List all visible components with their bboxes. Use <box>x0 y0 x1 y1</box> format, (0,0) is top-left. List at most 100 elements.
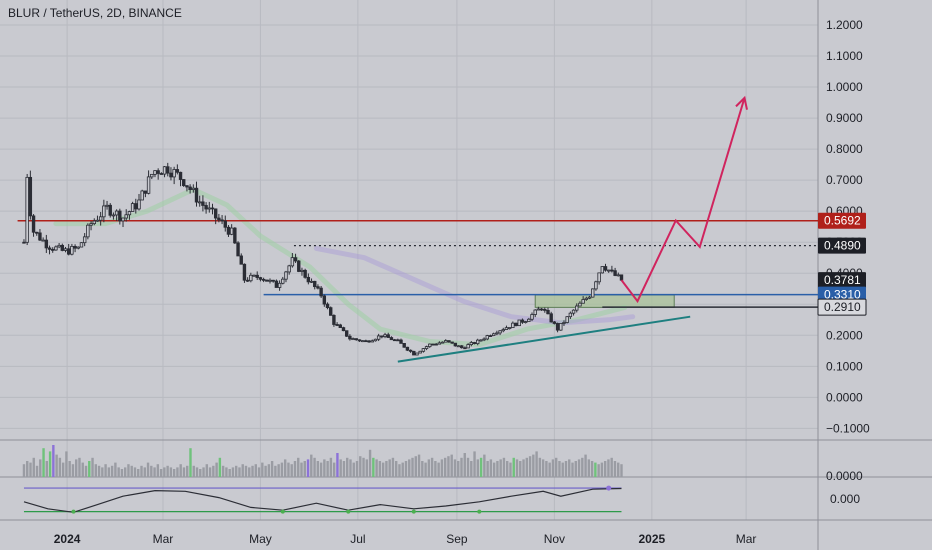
volume-bar <box>411 457 414 477</box>
time-tick-label: 2025 <box>638 532 665 546</box>
volume-bar <box>349 459 352 477</box>
candle-down <box>335 324 339 326</box>
volume-bar <box>29 462 32 477</box>
candle-down <box>255 274 259 278</box>
volume-bar <box>581 457 584 477</box>
candle-down <box>293 257 298 262</box>
volume-bar <box>509 462 512 477</box>
volume-bar <box>283 459 287 477</box>
candle-up <box>63 248 68 251</box>
moving-averages <box>53 186 636 348</box>
oscillator-signal-dot <box>346 509 351 514</box>
oscillator-pane <box>23 485 622 514</box>
volume-bar <box>502 457 506 477</box>
candle-down <box>35 231 39 234</box>
price-tick-label: 0.8000 <box>826 142 863 156</box>
volume-bar <box>137 469 140 477</box>
candle-down <box>51 248 55 251</box>
grid-lines <box>0 0 818 520</box>
candle-up <box>428 343 432 347</box>
projection-line <box>620 97 746 304</box>
volume-bar <box>342 461 346 477</box>
candle-down <box>463 347 467 350</box>
volume-bar <box>479 457 483 477</box>
price-level-badge-label: 0.3310 <box>824 288 861 302</box>
volume-bar <box>248 467 251 477</box>
volume-bar <box>352 462 355 477</box>
volume-bar <box>261 462 264 477</box>
candle-down <box>169 172 173 178</box>
volume-bar <box>104 464 107 477</box>
candle-down <box>242 263 247 281</box>
volume-bar <box>101 467 104 477</box>
candle-down <box>38 232 42 241</box>
candle-down <box>488 335 493 337</box>
candle-up <box>495 332 499 335</box>
price-level-badge-label: 0.4890 <box>824 239 861 253</box>
candle-up <box>111 214 116 217</box>
volume-bar <box>97 465 101 477</box>
candle-down <box>325 303 330 309</box>
candle-up <box>475 339 480 345</box>
price-level-badge <box>818 237 866 254</box>
volume-bar <box>476 459 480 477</box>
candle-down <box>453 342 458 347</box>
candle-up <box>616 274 620 277</box>
candle-down <box>386 334 390 338</box>
candle-down <box>450 341 454 344</box>
price-level-badge-label: 0.5692 <box>824 214 861 228</box>
candle-up <box>92 220 96 225</box>
candle-down <box>380 335 384 338</box>
volume-bar <box>163 467 166 477</box>
volume-bar <box>466 457 470 477</box>
volume-bar <box>359 456 362 477</box>
candle-down <box>44 239 49 249</box>
volume-bar <box>434 461 437 477</box>
price-tick-label: 0.1000 <box>826 359 863 373</box>
candle-down <box>28 176 33 217</box>
support-zone <box>534 294 675 308</box>
volume-bar <box>225 467 228 477</box>
volume-bar <box>326 461 329 477</box>
candle-up <box>479 339 483 342</box>
candle-down <box>73 245 77 249</box>
candle-up <box>498 330 502 334</box>
candle-up <box>533 309 537 315</box>
volume-bar <box>270 461 274 477</box>
candle-down <box>265 279 269 282</box>
candle-up <box>54 246 58 251</box>
volume-pane <box>22 445 623 477</box>
oscillator-tick-label: 0.000 <box>830 492 860 506</box>
volume-bar <box>528 456 532 477</box>
volume-bar <box>205 464 209 477</box>
volume-bar <box>22 464 26 477</box>
candle-up <box>591 288 595 298</box>
trendlines <box>397 315 691 363</box>
candle-down <box>316 286 320 289</box>
candle-down <box>619 274 624 281</box>
price-axis[interactable]: 1.20001.10001.00000.90000.80000.70000.60… <box>817 18 870 506</box>
candle-down <box>194 187 199 203</box>
candle-down <box>338 324 343 329</box>
candle-up <box>102 205 106 218</box>
volume-bar <box>303 461 306 477</box>
volume-bar <box>427 459 431 477</box>
volume-bar <box>362 457 365 477</box>
volume-bar <box>202 467 205 477</box>
candle-up <box>587 296 592 299</box>
candle-up <box>504 327 509 330</box>
volume-bar <box>186 465 189 477</box>
candle-up <box>127 211 132 216</box>
volume-bar <box>532 454 535 477</box>
volume-bar <box>440 459 444 477</box>
candle-up <box>137 199 141 210</box>
candle-up <box>229 227 234 235</box>
volume-bar <box>421 461 424 477</box>
candle-up <box>444 340 448 343</box>
time-axis[interactable]: 2024 Mar May Jul Sep Nov 2025 Mar <box>54 532 757 546</box>
price-tick-label: 0.2000 <box>826 328 863 342</box>
volume-bar <box>39 459 42 477</box>
candle-down <box>22 241 26 244</box>
candle-up <box>268 279 272 282</box>
candle-down <box>239 255 243 265</box>
